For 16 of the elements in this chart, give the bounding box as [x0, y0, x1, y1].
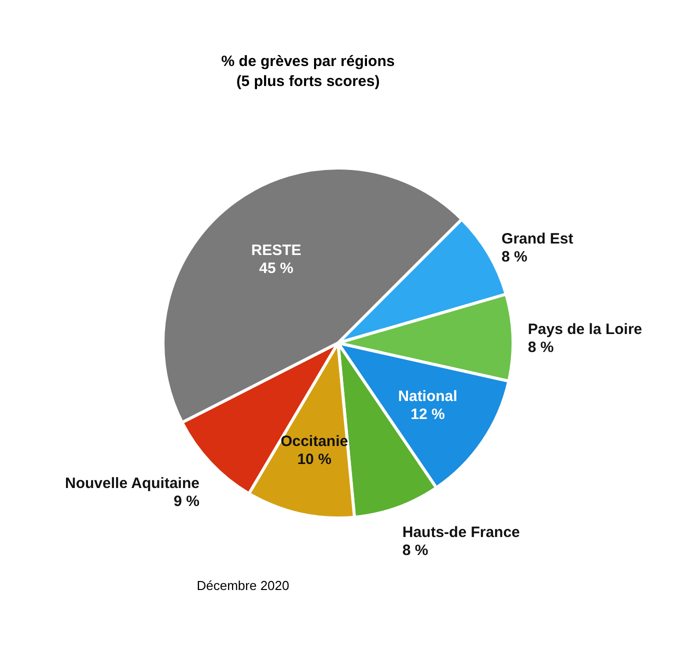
data-label: 45 %: [259, 260, 294, 278]
slice-label: RESTE: [251, 242, 302, 260]
slice-label: Pays de la Loire: [528, 321, 642, 338]
data-label: 12 %: [410, 406, 445, 423]
slice-label: Hauts-de France: [402, 524, 520, 541]
data-label: 10 %: [297, 450, 332, 468]
data-label: 8 %: [502, 248, 528, 266]
slice-label: National: [398, 388, 458, 405]
data-label: 8 %: [402, 542, 428, 559]
data-label: 8 %: [528, 339, 554, 356]
chart-title: % de grèves par régions: [220, 52, 396, 72]
slice-label: Nouvelle Aquitaine: [65, 475, 200, 492]
chart-subtitle: (5 plus forts scores): [235, 72, 381, 92]
text: Décembre 2020: [196, 578, 290, 593]
slice-label: Grand Est: [502, 230, 574, 248]
data-label: 9 %: [174, 493, 200, 510]
